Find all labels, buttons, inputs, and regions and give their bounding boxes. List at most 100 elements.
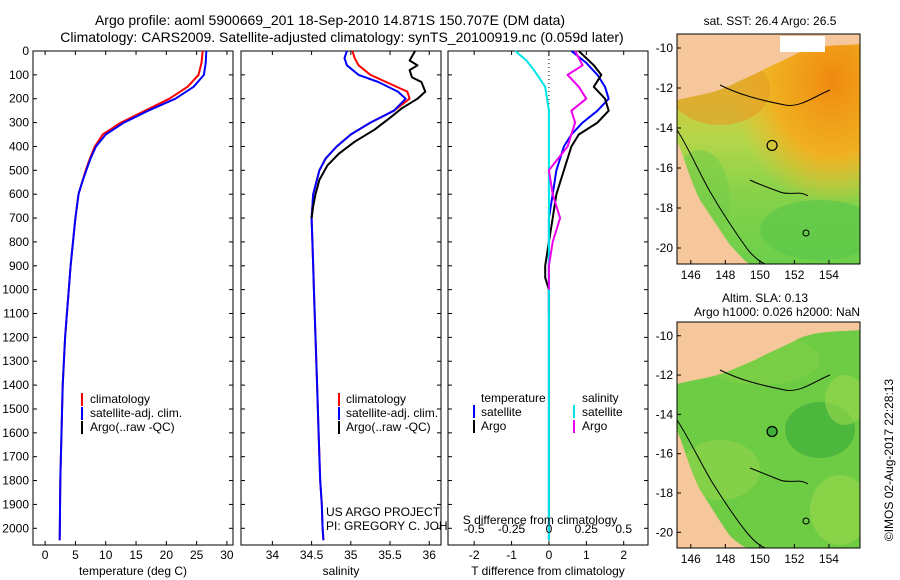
sla-map-x-ticks: 146 148 150 152 154 bbox=[681, 544, 839, 566]
legend-t-argo-label: Argo bbox=[481, 419, 507, 433]
salinity-xlabel: salinity bbox=[323, 564, 360, 578]
y-tick-label: 1900 bbox=[2, 497, 29, 511]
s-tick-label: -0.25 bbox=[498, 522, 526, 536]
y-tick-label: 1600 bbox=[2, 426, 29, 440]
map-y-tick-label: -12 bbox=[656, 81, 674, 95]
sst-map-title: sat. SST: 26.4 Argo: 26.5 bbox=[704, 14, 837, 28]
difference-y-ticks bbox=[448, 50, 648, 529]
map-y-tick-label: -16 bbox=[656, 161, 674, 175]
legend-salinity-title: salinity bbox=[582, 391, 619, 405]
salinity-axes-frame bbox=[240, 50, 442, 546]
y-tick-label: 700 bbox=[9, 211, 29, 225]
legend-s-argo-label: Argo bbox=[582, 419, 608, 433]
series-line-t-argo bbox=[544, 50, 610, 314]
difference-lines bbox=[514, 50, 610, 545]
legend-t-satellite-label: satellite bbox=[481, 405, 522, 419]
y-tick-label: 2000 bbox=[2, 521, 29, 535]
x-tick-label: 0 bbox=[546, 548, 553, 562]
y-tick-label: 400 bbox=[9, 139, 29, 153]
series-line-argo-raw-qc- bbox=[310, 50, 427, 219]
x-tick-label: 25 bbox=[190, 548, 204, 562]
legend-argo-label: Argo(..raw -QC) bbox=[90, 420, 175, 434]
map-x-tick-label: 148 bbox=[715, 552, 735, 566]
land-west bbox=[677, 430, 750, 548]
s-tick-label: 0 bbox=[546, 522, 553, 536]
temperature-y-ticks: 0 100 200 300 400 500 600 700 800 900 1000 1100 1200… bbox=[2, 44, 233, 535]
x-tick-label: 36 bbox=[423, 548, 437, 562]
map-y-tick-label: -14 bbox=[656, 121, 674, 135]
y-tick-label: 300 bbox=[9, 116, 29, 130]
map-x-tick-label: 146 bbox=[681, 552, 701, 566]
x-tick-label: 34 bbox=[266, 548, 280, 562]
difference-s-tick-labels: -0.5 -0.25 0 0.25 0.5 bbox=[464, 522, 633, 536]
project-label: US ARGO PROJECT bbox=[326, 505, 441, 519]
x-tick-label: 1 bbox=[583, 548, 590, 562]
map-y-tick-label: -16 bbox=[656, 447, 674, 461]
map-y-tick-label: -18 bbox=[656, 486, 674, 500]
x-tick-label: -2 bbox=[469, 548, 480, 562]
sla-map-frame bbox=[676, 321, 861, 549]
y-tick-label: 600 bbox=[9, 187, 29, 201]
title-line-2: Climatology: CARS2009. Satellite-adjuste… bbox=[60, 29, 623, 45]
legend-temperature-title: temperature bbox=[481, 391, 546, 405]
sla-map-title-2: Argo h1000: 0.026 h2000: NaN bbox=[694, 305, 860, 319]
x-tick-label: 5 bbox=[72, 548, 79, 562]
y-tick-label: 1800 bbox=[2, 474, 29, 488]
temperature-panel: 0100200300400500600700800900100011001200… bbox=[2, 44, 234, 578]
map-x-tick-label: 146 bbox=[681, 268, 701, 282]
y-tick-label: 200 bbox=[9, 92, 29, 106]
sst-map-x-ticks: 146 148 150 152 154 bbox=[681, 260, 839, 282]
difference-panel: -2 -1 0 1 2 T difference from climatology S … bbox=[447, 50, 649, 578]
land-north bbox=[677, 322, 860, 384]
y-tick-label: 500 bbox=[9, 163, 29, 177]
y-tick-label: 100 bbox=[9, 68, 29, 82]
land-north bbox=[677, 34, 860, 100]
x-tick-label: 2 bbox=[620, 548, 627, 562]
series-line-satellite-adj-clim- bbox=[58, 50, 208, 541]
map-y-tick-label: -12 bbox=[656, 368, 674, 382]
difference-legend: temperature satellite Argo salinity sate… bbox=[473, 391, 623, 433]
salinity-lines bbox=[310, 50, 427, 541]
sst-map-frame bbox=[676, 33, 861, 265]
y-tick-label: 1200 bbox=[2, 330, 29, 344]
series-line-s-argo bbox=[547, 50, 588, 290]
map-x-tick-label: 154 bbox=[819, 552, 839, 566]
sst-map-panel: sat. SST: 26.4 Argo: 26.5 146 148 150 152 15… bbox=[656, 14, 861, 282]
map-y-tick-label: -14 bbox=[656, 407, 674, 421]
map-x-tick-label: 150 bbox=[750, 268, 770, 282]
sla-map-panel: Altim. SLA: 0.13 Argo h1000: 0.026 h2000… bbox=[656, 291, 861, 566]
map-x-tick-label: 150 bbox=[750, 552, 770, 566]
series-line-s-satellite bbox=[514, 50, 550, 541]
s-tick-label: 0.5 bbox=[615, 522, 632, 536]
legend-argo-label: Argo(..raw -QC) bbox=[346, 420, 431, 434]
s-tick-label: -0.5 bbox=[464, 522, 485, 536]
legend-satellite-label: satellite-adj. clim. bbox=[90, 406, 182, 420]
map-x-tick-label: 154 bbox=[819, 268, 839, 282]
x-tick-label: 34.5 bbox=[300, 548, 324, 562]
difference-x-ticks: -2 -1 0 1 2 bbox=[469, 51, 627, 562]
y-tick-label: 1300 bbox=[2, 354, 29, 368]
map-y-tick-label: -10 bbox=[656, 329, 674, 343]
series-line-satellite-adj-clim- bbox=[310, 50, 407, 541]
map-x-tick-label: 152 bbox=[784, 268, 804, 282]
sla-argo-position-marker bbox=[766, 425, 778, 438]
legend-climatology-label: climatology bbox=[346, 392, 406, 406]
sst-map-y-ticks: -10 -12 -14 -16 -18 -20 bbox=[656, 41, 681, 255]
y-tick-label: 800 bbox=[9, 235, 29, 249]
map-y-tick-label: -20 bbox=[656, 525, 674, 539]
temperature-axes-frame bbox=[32, 50, 234, 546]
sst-argo-position-marker bbox=[766, 139, 778, 152]
pi-label: PI: GREGORY C. JOHNSON bbox=[326, 519, 482, 533]
title-line-1: Argo profile: aoml 5900669_201 18-Sep-20… bbox=[95, 12, 565, 28]
x-tick-label: 15 bbox=[129, 548, 143, 562]
temperature-xlabel: temperature (deg C) bbox=[79, 564, 187, 578]
temperature-legend: climatology satellite-adj. clim. Argo(..… bbox=[81, 392, 182, 434]
map-y-tick-label: -20 bbox=[656, 241, 674, 255]
salinity-panel: 34 34.5 35 35.5 36 salinity climatology sate… bbox=[240, 50, 482, 578]
x-tick-label: 20 bbox=[160, 548, 174, 562]
salinity-legend: climatology satellite-adj. clim. Argo(..… bbox=[338, 392, 438, 434]
y-tick-label: 1400 bbox=[2, 378, 29, 392]
x-tick-label: -1 bbox=[506, 548, 517, 562]
map-y-tick-label: -10 bbox=[656, 41, 674, 55]
